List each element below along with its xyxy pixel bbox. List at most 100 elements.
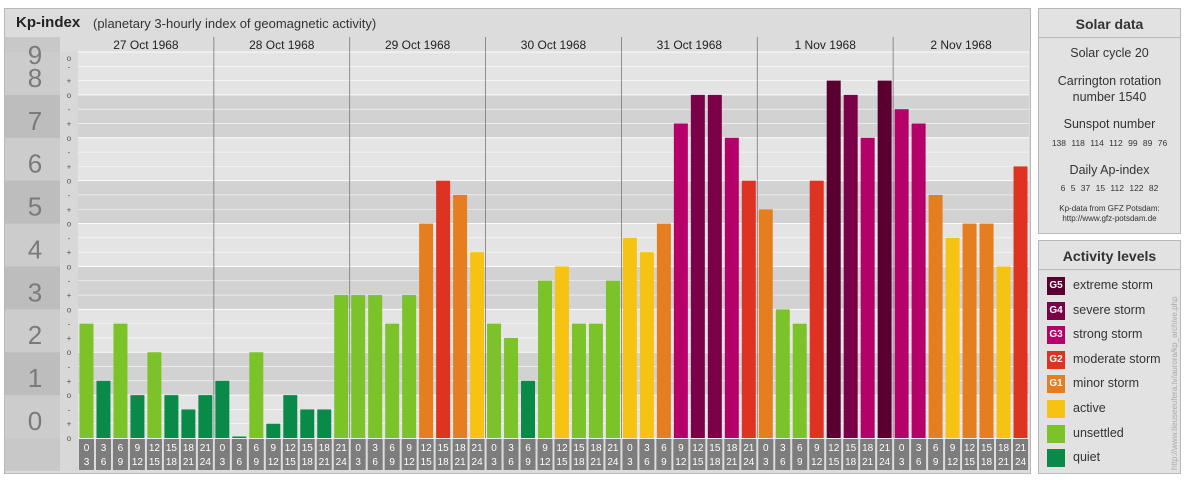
hour-box <box>622 439 638 470</box>
source-watermark: http://www.tieuseeufera.tv/aurora/kp_arc… <box>1170 296 1179 470</box>
kp-bar <box>538 280 552 438</box>
y-subtick-label: - <box>68 191 71 200</box>
kp-axis-band <box>5 137 60 181</box>
activity-level-swatch: G3 <box>1047 326 1065 345</box>
hour-label-start: 9 <box>135 443 141 454</box>
kp-bar <box>113 323 128 438</box>
hour-label-start: 3 <box>916 443 922 454</box>
day-label: 2 Nov 1968 <box>930 38 992 52</box>
hour-label-end: 3 <box>220 457 226 468</box>
hour-box <box>707 439 723 470</box>
activity-level-label: severe storm <box>1073 302 1146 317</box>
activity-level-swatch: G5 <box>1047 277 1065 295</box>
y-subtick-label: + <box>67 420 72 429</box>
kp-bar <box>656 223 671 438</box>
source-link[interactable]: http://www.gfz-potsdam.de <box>1062 214 1157 223</box>
y-subtick-label: o <box>67 220 72 229</box>
hour-label-start: 21 <box>200 443 212 454</box>
kp-bar <box>436 180 451 438</box>
kp-bar <box>894 109 909 438</box>
kp-bar <box>470 252 485 438</box>
hour-label-end: 12 <box>811 457 823 468</box>
y-subtick-label: + <box>67 162 72 171</box>
hour-label-end: 9 <box>118 457 124 468</box>
kp-bar <box>385 323 400 438</box>
activity-level-label: strong storm <box>1073 327 1143 342</box>
y-subtick-label: - <box>68 148 71 157</box>
kp-bar <box>334 295 349 438</box>
sunspot-values: 138 118 114 112 99 89 76 <box>1051 138 1168 148</box>
kp-bar <box>266 423 281 438</box>
hour-box <box>826 439 842 470</box>
hour-box <box>248 439 264 470</box>
kp-bar <box>826 80 841 439</box>
kp-bar <box>809 180 824 438</box>
hour-box <box>112 439 128 470</box>
hour-label-end: 12 <box>404 457 416 468</box>
hour-box <box>639 439 655 470</box>
kp-bar <box>571 323 586 438</box>
day-label: 31 Oct 1968 <box>657 38 723 52</box>
y-tick-label: 1 <box>28 363 42 393</box>
hour-label-start: 15 <box>709 443 721 454</box>
y-tick-label: 8 <box>28 63 42 93</box>
hour-box <box>894 439 910 470</box>
hour-box <box>197 439 213 470</box>
kp-bar <box>555 266 569 438</box>
activity-level-label: minor storm <box>1073 376 1139 391</box>
hour-box <box>945 439 961 470</box>
y-tick-label: 5 <box>28 192 42 222</box>
chart-title: Kp-index <box>16 14 81 31</box>
hour-label-start: 12 <box>828 443 840 454</box>
y-subtick-label: - <box>68 405 71 414</box>
hour-label-end: 12 <box>268 457 280 468</box>
hour-label-end: 21 <box>726 457 738 468</box>
hour-box <box>979 439 995 470</box>
day-header-band <box>60 37 1029 52</box>
hour-box <box>265 439 281 470</box>
y-subtick-label: o <box>67 91 72 100</box>
hour-box <box>809 439 825 470</box>
hour-label-start: 15 <box>302 443 314 454</box>
hour-label-start: 9 <box>678 443 684 454</box>
hour-label-start: 12 <box>692 443 704 454</box>
y-tick-label: 6 <box>28 149 42 179</box>
hour-label-start: 0 <box>763 443 769 454</box>
hour-label-start: 3 <box>237 443 243 454</box>
hour-box <box>843 439 859 470</box>
hour-label-end: 24 <box>200 457 212 468</box>
kp-bar <box>724 137 739 438</box>
activity-level-swatch <box>1047 449 1065 468</box>
kp-bar <box>232 436 247 438</box>
chart-subtitle: (planetary 3-hourly index of geomagnetic… <box>93 16 377 31</box>
hour-box <box>486 439 502 470</box>
hour-label-end: 24 <box>1015 457 1027 468</box>
hour-label-end: 15 <box>421 457 433 468</box>
hour-label-end: 3 <box>763 457 769 468</box>
kp-axis-band <box>5 352 60 396</box>
kp-bar <box>996 266 1011 438</box>
hour-label-end: 6 <box>372 457 378 468</box>
hour-label-start: 21 <box>336 443 348 454</box>
hour-box <box>452 439 468 470</box>
hour-label-start: 18 <box>590 443 602 454</box>
kp-bar <box>419 223 434 438</box>
hour-label-end: 15 <box>285 457 297 468</box>
solar-cycle: Solar cycle 20 <box>1070 46 1149 60</box>
hour-label-start: 6 <box>933 443 939 454</box>
hour-label-start: 21 <box>607 443 619 454</box>
hour-label-start: 15 <box>438 443 450 454</box>
hour-label-start: 0 <box>491 443 497 454</box>
hour-label-start: 0 <box>899 443 905 454</box>
hour-label-start: 9 <box>271 443 277 454</box>
kp-bar <box>504 337 519 438</box>
activity-level-label: unsettled <box>1073 425 1124 440</box>
hour-label-start: 18 <box>726 443 738 454</box>
kp-bar <box>198 395 213 438</box>
y-subtick-label: o <box>67 177 72 186</box>
hour-label-end: 3 <box>355 457 361 468</box>
solar-data-heading: Solar data <box>1039 9 1180 38</box>
y-subtick-label: - <box>68 277 71 286</box>
hour-box <box>384 439 400 470</box>
source-line1: Kp-data from GFZ Potsdam: <box>1059 204 1160 213</box>
